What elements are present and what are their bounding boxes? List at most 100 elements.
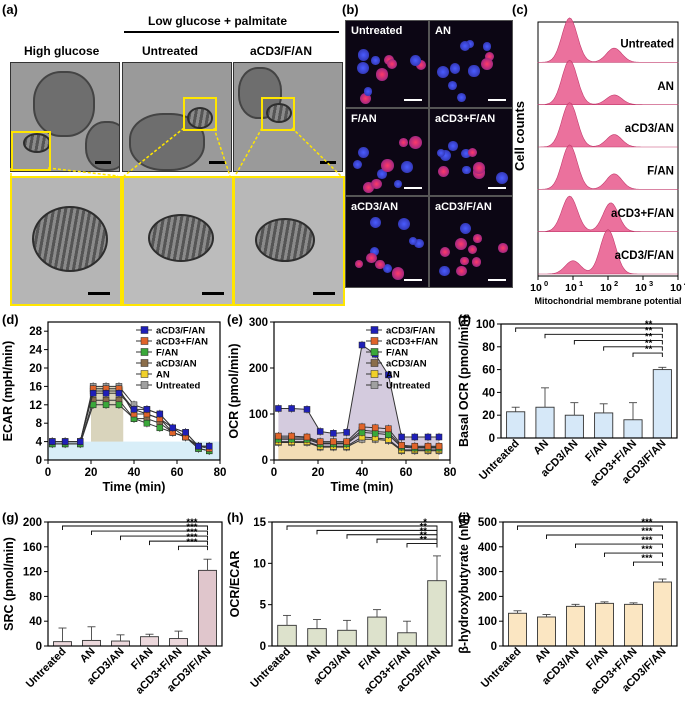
histogram-label: aCD3/F/AN xyxy=(615,250,674,262)
baseline-band xyxy=(48,441,220,460)
significance-bracket xyxy=(62,525,208,530)
data-point xyxy=(398,433,405,441)
data-point xyxy=(303,433,311,441)
legend-entry: F/AN xyxy=(386,348,408,359)
panel-label-b: (b) xyxy=(342,2,359,17)
cell-nucleus xyxy=(459,222,471,234)
legend-swatch xyxy=(370,348,379,356)
y-tick-label: 28 xyxy=(29,326,42,338)
data-point xyxy=(330,430,337,437)
y-tick-label: 16 xyxy=(29,381,42,393)
legend-entry: F/AN xyxy=(156,348,178,359)
histogram-label: aCD3+F/AN xyxy=(611,208,674,220)
y-tick-label: 15 xyxy=(253,517,266,529)
legend-entry: AN xyxy=(386,370,400,381)
cell-nucleus xyxy=(473,161,486,174)
significance-bracket xyxy=(178,545,208,551)
significance-mark: *** xyxy=(641,535,652,546)
data-point xyxy=(102,390,110,397)
significance-bracket xyxy=(406,543,438,548)
legend-swatch xyxy=(370,381,379,389)
significance-mark: ** xyxy=(645,344,653,355)
cell-nucleus xyxy=(436,65,449,78)
data-point xyxy=(316,428,324,435)
data-point xyxy=(61,438,69,445)
em-image-untreated-zoom xyxy=(122,176,234,306)
significance-mark: ** xyxy=(645,338,653,349)
cell-nucleus xyxy=(371,56,380,65)
cell-nucleus xyxy=(370,246,380,256)
significance-mark: *** xyxy=(186,522,197,533)
histogram-label: aCD3/AN xyxy=(625,123,674,135)
cell-nucleus xyxy=(364,87,373,96)
bar-AN xyxy=(535,406,555,439)
y-tick-label: 0 xyxy=(36,641,42,653)
cell-nucleus xyxy=(366,252,377,264)
cell-nucleus xyxy=(371,178,382,189)
panel-label-e: (e) xyxy=(227,312,243,327)
cell-nucleus xyxy=(375,68,389,81)
x-tick-label: 80 xyxy=(214,467,227,479)
y-axis-label: OCR/ECAR xyxy=(228,551,242,618)
data-point xyxy=(424,433,432,441)
y-tick-label: 40 xyxy=(482,387,495,399)
histogram-label: Untreated xyxy=(620,39,674,51)
cell-nucleus xyxy=(437,165,450,177)
fluor-tile-f-an: F/AN xyxy=(345,108,429,196)
cell-nucleus xyxy=(460,256,469,266)
bar-aCD3/AN xyxy=(111,640,130,647)
category-label: Untreated xyxy=(477,438,522,483)
category-label: AN xyxy=(531,438,551,458)
cell-nucleus xyxy=(448,141,459,151)
y-axis-label: OCR (pmol/min) xyxy=(227,343,241,438)
cell-nucleus xyxy=(393,179,403,189)
legend-entry: aCD3/F/AN xyxy=(386,326,435,337)
y-tick-label: 20 xyxy=(482,410,495,422)
data-point xyxy=(411,442,419,450)
cell-nucleus xyxy=(409,236,418,246)
cell-nucleus xyxy=(409,54,422,67)
fluor-label: Untreated xyxy=(351,25,403,37)
cell-nucleus xyxy=(495,172,508,185)
cell-nucleus xyxy=(462,165,471,175)
fluor-tile-an: AN xyxy=(429,20,513,108)
category-label: Untreated xyxy=(248,646,293,691)
x-tick-exp: 3 xyxy=(649,279,653,288)
y-axis-label: SRC (pmol/min) xyxy=(2,537,16,631)
x-tick-label: 80 xyxy=(444,467,457,479)
y-tick-label: 300 xyxy=(478,567,497,579)
bar-aCD3/AN xyxy=(337,629,357,647)
bar-aCD3/AN xyxy=(566,605,585,647)
histogram-AN xyxy=(537,59,679,106)
significance-bracket xyxy=(632,352,663,358)
y-tick-label: 160 xyxy=(23,542,42,554)
legend-entry: AN xyxy=(156,370,170,381)
fluor-tile-acd3-an: aCD3/AN xyxy=(345,196,429,288)
cell-nucleus xyxy=(415,60,426,70)
em-label-high-glucose: High glucose xyxy=(24,44,100,58)
cell-nucleus xyxy=(485,52,495,62)
bar-aCD3/F/AN xyxy=(198,569,217,647)
legend-entry: Untreated xyxy=(386,381,431,392)
significance-bracket xyxy=(376,538,438,544)
x-tick-label: 20 xyxy=(312,467,325,479)
data-point xyxy=(169,424,176,432)
cell-nucleus xyxy=(468,244,478,254)
legend-swatch xyxy=(140,326,149,334)
y-tick-label: 500 xyxy=(478,517,497,529)
histogram-Untreated xyxy=(537,17,679,63)
cell-nucleus xyxy=(354,259,363,268)
significance-mark: ** xyxy=(420,535,428,546)
fluor-label: aCD3/F/AN xyxy=(435,201,492,213)
data-point xyxy=(195,442,202,450)
plot-frame xyxy=(502,521,678,647)
data-point xyxy=(343,438,350,445)
chart-c-xlabel: Mitochondrial membrane potential xyxy=(534,296,681,306)
category-label: AN xyxy=(533,646,553,666)
em-group-title: Low glucose + palmitate xyxy=(148,14,288,28)
cell-nucleus xyxy=(397,218,410,231)
cell-nucleus xyxy=(391,267,405,280)
significance-bracket xyxy=(149,540,208,546)
cell-nucleus xyxy=(468,65,480,77)
y-tick-label: 100 xyxy=(476,319,495,331)
